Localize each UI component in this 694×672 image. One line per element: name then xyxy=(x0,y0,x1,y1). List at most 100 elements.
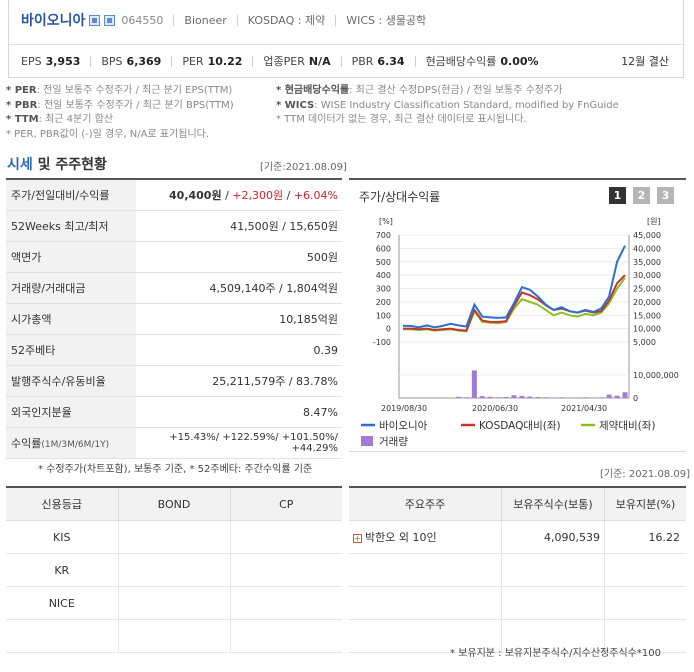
left-tick-label: 100 xyxy=(376,311,391,320)
row-value: 40,400원 / +2,300원 / +6.04% xyxy=(136,179,342,211)
price-footnote: * 수정주가(차트포함), 보통주 기준, * 52주베타: 주간수익률 기준 xyxy=(38,464,313,475)
metric-label: 현금배당수익률 xyxy=(425,55,497,68)
volume-bar xyxy=(471,370,477,398)
volume-bar xyxy=(606,394,612,398)
shareholder-date: [기준: 2021.08.09] xyxy=(600,469,691,480)
x-tick-label: 2021/04/30 xyxy=(561,404,607,413)
notes-left: * PER: 전일 보통주 수정주가 / 최근 분기 EPS(TTM) * PB… xyxy=(6,84,234,142)
volume-bar xyxy=(622,392,628,398)
table-row xyxy=(349,586,686,620)
volume-bar xyxy=(543,397,549,398)
table-row: 수익률(1M/3M/6M/1Y) +15.43%/ +122.59%/ +101… xyxy=(6,427,342,459)
table-row: 52Weeks 최고/최저 41,500원 / 15,650원 xyxy=(6,210,342,242)
stock-code: 064550 xyxy=(121,13,164,27)
rating-agency: KR xyxy=(6,553,119,587)
metric-value: 6.34 xyxy=(377,54,405,68)
divider xyxy=(236,14,238,26)
table-row: 발행주식수/유동비율 25,211,579주 / 83.78% xyxy=(6,365,342,397)
left-tick-label: 700 xyxy=(376,231,391,240)
metrics-row: EPS 3,953 BPS 6,369 PER 10.22 업종PER N/A PBR 6… xyxy=(9,44,683,77)
english-name: Bioneer xyxy=(184,13,227,27)
ir-icon[interactable] xyxy=(104,14,116,26)
metric-value: 6,369 xyxy=(126,54,162,68)
volume-tick-label: 0 xyxy=(633,394,638,403)
cp-rating xyxy=(230,553,342,587)
right-axis-unit: [원] xyxy=(647,217,661,226)
volume-bar xyxy=(495,397,501,398)
market-sector: KOSDAQ : 제약 xyxy=(247,14,326,27)
left-tick-label: 0 xyxy=(386,325,391,334)
divider xyxy=(173,14,175,26)
divider xyxy=(90,55,92,67)
legend-label: 제약대비(좌) xyxy=(599,420,656,432)
divider xyxy=(414,55,416,67)
note-line: * WICS: WISE Industry Classification Sta… xyxy=(276,99,619,111)
table-row xyxy=(6,619,342,653)
row-value: 41,500원 / 15,650원 xyxy=(136,210,342,242)
table-row: + 박한오 외 10인 4,090,539 16.22 xyxy=(349,520,686,554)
volume-tick-label: 10,000,000 xyxy=(633,371,679,380)
company-name[interactable]: 바이오니아 xyxy=(21,13,86,29)
table-row xyxy=(349,553,686,587)
row-value: +15.43%/ +122.59%/ +101.50%/ +44.29% xyxy=(136,427,342,459)
column-header: CP xyxy=(230,487,342,521)
row-value: 4,509,140주 / 1,804억원 xyxy=(136,272,342,304)
right-tick-label: 40,000 xyxy=(633,244,661,253)
home-icon[interactable] xyxy=(89,14,101,26)
chart-tab-2[interactable]: 2 xyxy=(633,187,650,204)
chart-tab-3[interactable]: 3 xyxy=(657,187,674,204)
left-tick-label: -100 xyxy=(373,338,391,347)
note-line: * TTM: 최근 4분기 합산 xyxy=(6,114,114,125)
table-row: KR xyxy=(6,553,342,587)
table-row: 주가/전일대비/수익률 40,400원 / +2,300원 / +6.04% xyxy=(6,179,342,211)
ownership-pct: 16.22 xyxy=(604,520,686,554)
column-header: 보유지분(%) xyxy=(604,487,686,521)
table-header-row: 주요주주 보유주식수(보통) 보유지분(%) xyxy=(349,487,686,521)
right-tick-label: 45,000 xyxy=(633,231,661,240)
right-tick-label: 20,000 xyxy=(633,298,661,307)
table-row xyxy=(349,619,686,653)
left-tick-label: 400 xyxy=(376,271,391,280)
metric-label: PER xyxy=(182,54,204,68)
row-label: 액면가 xyxy=(6,241,136,273)
table-row: 시가총액 10,185억원 xyxy=(6,303,342,335)
divider xyxy=(171,55,173,67)
note-line: * PER: 전일 보통주 수정주가 / 최근 분기 EPS(TTM) xyxy=(6,85,233,96)
left-tick-label: 600 xyxy=(376,244,391,253)
price-table: 주가/전일대비/수익률 40,400원 / +2,300원 / +6.04% 5… xyxy=(6,178,342,459)
row-value: 25,211,579주 / 83.78% xyxy=(136,365,342,397)
volume-bar xyxy=(456,396,461,398)
section-title: 시세 및 주주현황 xyxy=(7,157,107,173)
table-row: 외국인지분율 8.47% xyxy=(6,396,342,428)
volume-bar xyxy=(463,397,469,398)
left-tick-label: 200 xyxy=(376,298,391,307)
volume-bar xyxy=(598,397,604,398)
shares-held: 4,090,539 xyxy=(501,520,605,554)
metric-value: 0.00% xyxy=(500,54,539,68)
expand-icon[interactable]: + xyxy=(353,533,362,543)
volume-bar xyxy=(535,397,541,398)
row-label: 시가총액 xyxy=(6,303,136,335)
table-row: KIS xyxy=(6,520,342,554)
right-tick-label: 35,000 xyxy=(633,258,661,267)
legend-label: 바이오니아 xyxy=(379,420,428,432)
volume-bar xyxy=(487,396,493,398)
right-tick-label: 30,000 xyxy=(633,271,661,280)
row-value: 10,185억원 xyxy=(136,303,342,335)
rating-agency: NICE xyxy=(6,586,119,620)
shareholder-name[interactable]: + 박한오 외 10인 xyxy=(349,520,502,554)
series-line-price xyxy=(403,245,626,329)
chart-tab-1[interactable]: 1 xyxy=(609,187,626,204)
row-label: 수익률(1M/3M/6M/1Y) xyxy=(6,427,136,459)
row-label: 외국인지분율 xyxy=(6,396,136,428)
note-line: * PER, PBR값이 (-)일 경우, N/A로 표기됩니다. xyxy=(6,128,210,140)
rating-agency: KIS xyxy=(6,520,119,554)
volume-bar xyxy=(479,396,485,398)
cp-rating xyxy=(230,520,342,554)
share-footnote: * 보유지분 : 보유지분주식수/지수산정주식수*100 xyxy=(450,648,661,659)
table-row: 거래량/거래대금 4,509,140주 / 1,804억원 xyxy=(6,272,342,304)
company-title-row: 바이오니아 064550 Bioneer KOSDAQ : 제약 WICS : … xyxy=(21,10,426,30)
row-label: 주가/전일대비/수익률 xyxy=(6,179,136,211)
row-value: 500원 xyxy=(136,241,342,273)
note-line: * PBR: 전일 보통주 수정주가 / 최근 분기 BPS(TTM) xyxy=(6,99,234,111)
